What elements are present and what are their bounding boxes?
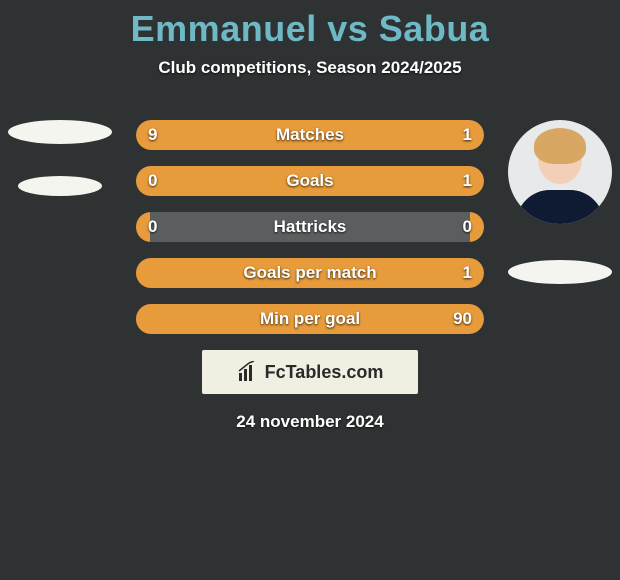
site-logo-text: FcTables.com	[265, 362, 384, 383]
stat-label: Goals per match	[136, 258, 484, 288]
stat-row: Hattricks0 0	[136, 212, 484, 242]
comparison-card: Emmanuel vs Sabua Club competitions, Sea…	[0, 0, 620, 580]
stats-area: Matches91Goals01Hattricks00Goals per mat…	[0, 120, 620, 334]
stat-value-left: 0	[148, 166, 157, 196]
stat-value-right: 1	[463, 166, 472, 196]
right-player-column	[500, 120, 620, 284]
avatar-placeholder	[8, 120, 112, 144]
stat-label: Matches	[136, 120, 484, 150]
stat-value-right: 90	[453, 304, 472, 334]
stat-label: Min per goal	[136, 304, 484, 334]
footer-date: 24 november 2024	[0, 412, 620, 432]
stat-value-right: 1	[463, 120, 472, 150]
stat-row: Goals per match1	[136, 258, 484, 288]
avatar-hair	[534, 128, 586, 164]
page-title: Emmanuel vs Sabua	[0, 0, 620, 50]
player1-name: Emmanuel	[131, 8, 317, 49]
club-badge-placeholder	[508, 260, 612, 284]
vs-label: vs	[327, 8, 368, 49]
stat-value-left: 0	[148, 212, 157, 242]
stat-row: Matches9 1	[136, 120, 484, 150]
left-player-column	[0, 120, 120, 196]
site-logo: FcTables.com	[202, 350, 418, 394]
stat-row: Min per goal90	[136, 304, 484, 334]
player-avatar	[508, 120, 612, 224]
subtitle: Club competitions, Season 2024/2025	[0, 58, 620, 78]
avatar-placeholder	[18, 176, 102, 196]
stat-value-left: 9	[148, 120, 157, 150]
stat-label: Goals	[136, 166, 484, 196]
avatar-shoulders	[516, 190, 604, 224]
stat-label: Hattricks	[136, 212, 484, 242]
stat-bars: Matches91Goals01Hattricks00Goals per mat…	[136, 120, 484, 334]
bar-chart-icon	[237, 361, 259, 383]
player2-name: Sabua	[379, 8, 490, 49]
stat-value-right: 0	[463, 212, 472, 242]
stat-value-right: 1	[463, 258, 472, 288]
stat-row: Goals0 1	[136, 166, 484, 196]
